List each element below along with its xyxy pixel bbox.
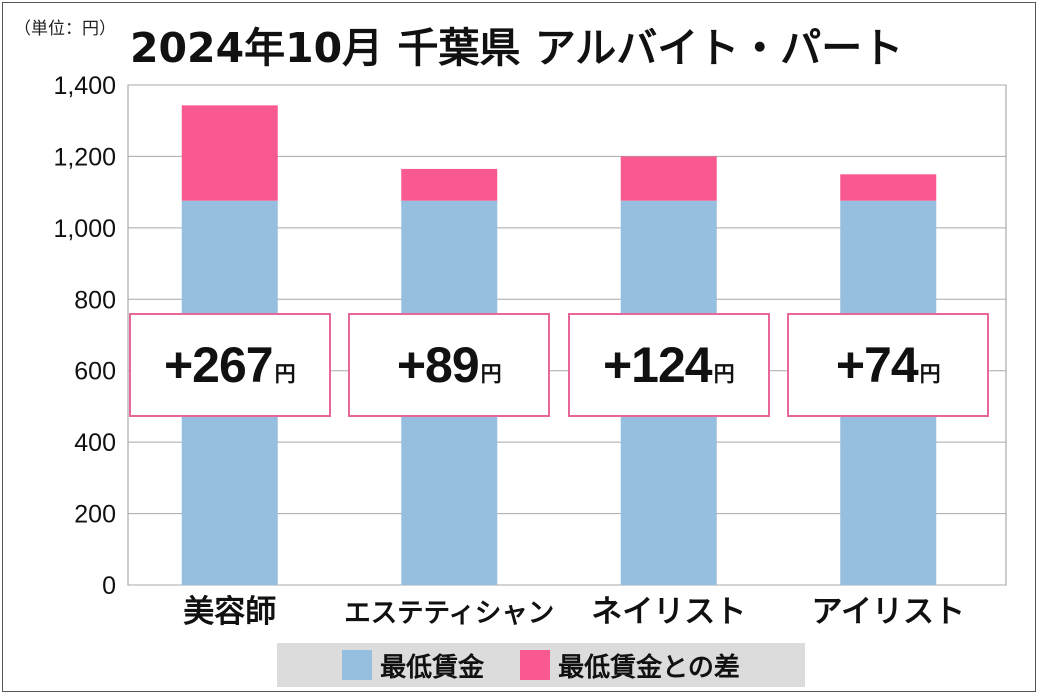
diff-value: +74: [835, 337, 919, 393]
legend-label-diff: 最低賃金との差: [558, 652, 740, 683]
diff-label-box: +267 円: [128, 313, 331, 417]
y-tick-label: 600: [74, 358, 116, 386]
y-tick-label: 400: [74, 429, 116, 457]
diff-label-box: +74 円: [787, 313, 990, 417]
y-tick-label: 200: [74, 501, 116, 529]
y-tick-label: 0: [102, 572, 116, 600]
unit-label: （単位：円）: [14, 19, 116, 39]
diff-value: +124: [602, 337, 713, 393]
x-category-label: 美容師: [183, 594, 276, 630]
diff-unit: 円: [713, 362, 735, 386]
bar-diff: [401, 168, 498, 201]
legend-swatch-min-wage: [342, 650, 373, 680]
legend-item-diff: 最低賃金との差: [520, 647, 740, 684]
y-tick-label: 1,400: [53, 72, 116, 100]
diff-value: +89: [396, 337, 480, 393]
x-category-label: アイリスト: [812, 594, 965, 630]
legend-item-min-wage: 最低賃金: [342, 647, 484, 684]
bar-diff: [840, 174, 937, 201]
diff-value: +267: [163, 337, 274, 393]
legend: 最低賃金 最低賃金との差: [277, 643, 805, 687]
bar-diff: [620, 156, 717, 201]
y-tick-label: 800: [74, 286, 116, 314]
legend-label-min-wage: 最低賃金: [380, 652, 485, 683]
legend-swatch-diff: [520, 650, 551, 680]
bar-diff: [181, 105, 278, 201]
diff-unit: 円: [919, 362, 941, 386]
diff-label-box: +89 円: [348, 313, 551, 417]
diff-label-box: +124 円: [567, 313, 770, 417]
y-tick-label: 1,000: [53, 215, 116, 243]
diff-unit: 円: [274, 362, 296, 386]
diff-unit: 円: [480, 362, 502, 386]
x-category-label: ネイリスト: [591, 594, 746, 630]
x-category-label: エステティシャン: [344, 598, 554, 629]
chart-title: 2024年10月 千葉県 アルバイト・パート: [130, 24, 904, 72]
y-tick-label: 1,200: [53, 143, 116, 171]
